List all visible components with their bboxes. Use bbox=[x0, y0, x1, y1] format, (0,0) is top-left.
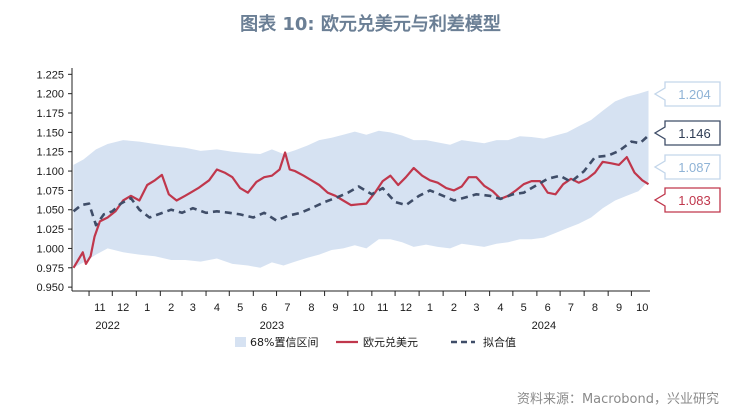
y-tick-label: 1.075 bbox=[36, 185, 64, 197]
confidence-band bbox=[73, 90, 649, 268]
y-tick-label: 1.200 bbox=[36, 89, 64, 101]
x-tick-label: 1 bbox=[427, 302, 433, 314]
x-tick-label: 5 bbox=[521, 302, 527, 314]
x-tick-label: 4 bbox=[497, 302, 503, 314]
callout-value: 1.146 bbox=[678, 126, 711, 141]
x-tick-label: 3 bbox=[190, 302, 196, 314]
x-tick-label: 5 bbox=[237, 302, 243, 314]
y-tick-label: 0.975 bbox=[36, 263, 64, 275]
y-tick-label: 1.175 bbox=[36, 108, 64, 120]
x-tick-label: 2 bbox=[451, 302, 457, 314]
band-layer bbox=[73, 90, 649, 268]
x-tick-label: 12 bbox=[117, 302, 129, 314]
source-note: 资料来源：Macrobond，兴业研究 bbox=[516, 392, 719, 407]
x-tick-label: 10 bbox=[353, 302, 365, 314]
series-layer bbox=[72, 134, 650, 269]
year-label: 2022 bbox=[95, 320, 119, 332]
callout-box bbox=[653, 154, 721, 180]
y-tick-label: 1.100 bbox=[36, 166, 64, 178]
callout-box bbox=[653, 187, 721, 213]
x-tick-label: 6 bbox=[261, 302, 267, 314]
x-tick-label: 11 bbox=[94, 302, 105, 314]
legend-label: 68%置信区间 bbox=[250, 336, 318, 349]
value-callouts: 1.204 1.146 1.087 1.083 bbox=[653, 81, 721, 213]
x-tick-label: 7 bbox=[284, 302, 290, 314]
callout-value: 1.087 bbox=[678, 160, 711, 175]
x-tick-label: 2 bbox=[168, 302, 174, 314]
callout-box bbox=[653, 120, 721, 146]
x-tick-label: 1 bbox=[144, 302, 150, 314]
x-tick-label: 6 bbox=[545, 302, 551, 314]
year-label: 2023 bbox=[260, 320, 284, 332]
y-tick-label: 1.150 bbox=[36, 127, 64, 139]
legend-swatch-band bbox=[235, 337, 246, 347]
legend: 68%置信区间 欧元兑美元 拟合值 bbox=[235, 335, 516, 349]
y-tick-label: 1.050 bbox=[36, 205, 64, 217]
x-tick-label: 7 bbox=[568, 302, 574, 314]
x-tick-label: 3 bbox=[473, 302, 479, 314]
x-tick-label: 11 bbox=[377, 302, 388, 314]
callout-box bbox=[653, 81, 721, 107]
legend-label: 欧元兑美元 bbox=[363, 335, 418, 349]
year-label: 2024 bbox=[532, 320, 556, 332]
callout-value: 1.204 bbox=[678, 87, 711, 102]
legend-label: 拟合值 bbox=[483, 335, 516, 349]
y-tick-label: 1.125 bbox=[36, 147, 64, 159]
y-tick-label: 1.000 bbox=[36, 243, 64, 255]
x-tick-label: 12 bbox=[400, 302, 412, 314]
x-tick-label: 10 bbox=[636, 302, 648, 314]
x-tick-label: 9 bbox=[332, 302, 338, 314]
y-tick-label: 1.025 bbox=[36, 224, 64, 236]
callout-value: 1.083 bbox=[678, 193, 711, 208]
fitted-value-line bbox=[72, 134, 650, 227]
eurusd-line bbox=[72, 151, 650, 269]
axes: 1.225 1.200 1.175 1.150 1.125 1.100 1.075 1.050… bbox=[36, 68, 650, 332]
x-tick-label: 8 bbox=[592, 302, 598, 314]
x-tick-label: 9 bbox=[616, 302, 622, 314]
y-tick-label: 1.225 bbox=[36, 69, 64, 81]
x-tick-label: 8 bbox=[308, 302, 314, 314]
y-tick-label: 0.950 bbox=[36, 282, 64, 294]
chart-title: 图表 10: 欧元兑美元与利差模型 bbox=[240, 14, 501, 35]
x-tick-label: 4 bbox=[214, 302, 220, 314]
